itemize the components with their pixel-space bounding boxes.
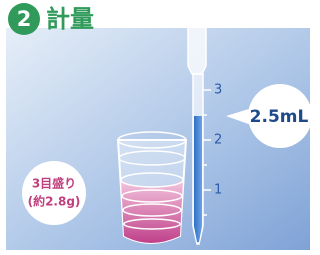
callout-text: 2.5mL bbox=[250, 107, 309, 127]
title: 計量 bbox=[46, 5, 94, 33]
cup-label: 3目盛り bbox=[32, 176, 76, 191]
cup-label: (約2.8g) bbox=[28, 194, 81, 209]
scale-label: 2 bbox=[214, 133, 222, 148]
scale-label: 1 bbox=[214, 183, 222, 198]
illustration: 2 計量 3目盛り (約2.8g) 3 2 1 2.5mL bbox=[0, 0, 314, 255]
pipette-bulb bbox=[188, 8, 206, 74]
scale-label: 3 bbox=[214, 83, 222, 98]
pipette-liquid bbox=[194, 116, 202, 242]
step-number: 2 bbox=[17, 7, 32, 31]
cup-label-bubble bbox=[22, 161, 86, 225]
